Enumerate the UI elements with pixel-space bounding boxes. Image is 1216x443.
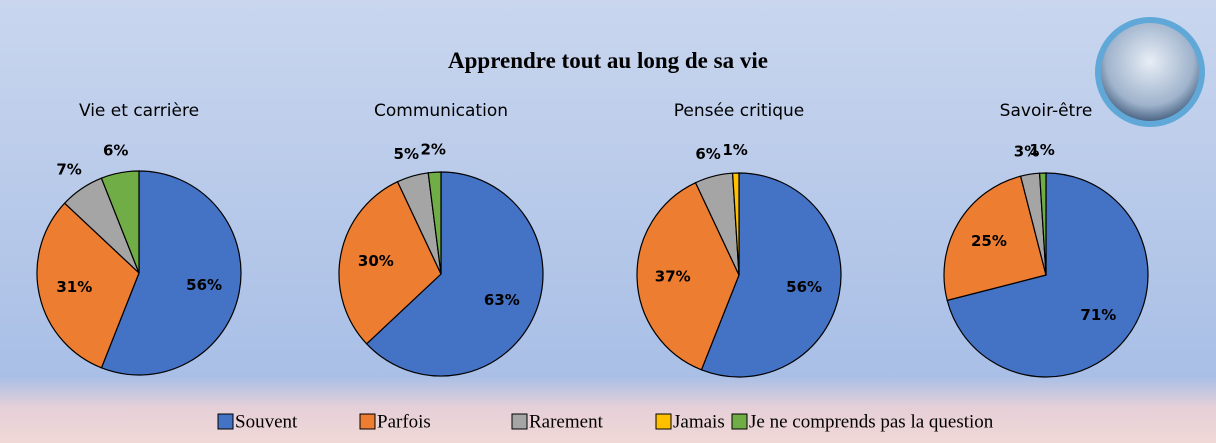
legend-swatch bbox=[731, 413, 748, 430]
legend-swatch bbox=[217, 413, 234, 430]
chart-title: Apprendre tout au long de sa vie bbox=[448, 48, 768, 73]
pie-slice bbox=[338, 180, 442, 345]
pie-slice bbox=[946, 172, 1149, 378]
data-label: 6% bbox=[103, 141, 128, 159]
legend-label: Rarement bbox=[529, 411, 604, 432]
legend-label: Jamais bbox=[673, 411, 725, 432]
data-label: 1% bbox=[722, 141, 747, 159]
legend: Souvent Parfois Rarement Jamais Je ne compre… bbox=[217, 411, 994, 432]
data-label: 5% bbox=[394, 145, 419, 163]
legend-label: Parfois bbox=[377, 411, 431, 432]
legend-label: Souvent bbox=[235, 411, 298, 432]
legend-label: Je ne comprends pas la question bbox=[749, 411, 994, 432]
pie-slice bbox=[700, 172, 842, 378]
pie-slice bbox=[1038, 172, 1047, 276]
data-label: 56% bbox=[786, 278, 822, 296]
legend-swatch bbox=[359, 413, 376, 430]
pie-slice bbox=[943, 175, 1047, 302]
data-label: 31% bbox=[56, 278, 92, 296]
data-label: 6% bbox=[695, 145, 720, 163]
pie-title: Vie et carrière bbox=[79, 101, 199, 121]
data-label: 37% bbox=[655, 268, 691, 286]
legend-swatch bbox=[655, 413, 672, 430]
data-label: 63% bbox=[484, 291, 520, 309]
data-label: 25% bbox=[971, 232, 1007, 250]
pie-slice bbox=[731, 172, 740, 276]
data-label: 56% bbox=[186, 276, 222, 294]
data-label: 2% bbox=[420, 140, 445, 158]
pie-slice bbox=[636, 181, 740, 371]
pie-slice bbox=[36, 202, 140, 369]
pie-title: Savoir-être bbox=[1000, 101, 1093, 121]
data-label: 7% bbox=[56, 161, 81, 179]
pie-slice bbox=[427, 171, 442, 275]
pie-title: Pensée critique bbox=[674, 101, 805, 121]
pie-slice bbox=[100, 170, 140, 274]
data-label: 71% bbox=[1080, 306, 1116, 324]
data-label: 30% bbox=[358, 252, 394, 270]
pie-title: Communication bbox=[374, 101, 508, 121]
data-label: 3% bbox=[1014, 143, 1039, 161]
pie-slice bbox=[365, 171, 544, 377]
pie-slice bbox=[100, 170, 242, 376]
graduation-image bbox=[1095, 17, 1205, 127]
pies: Vie et carrière 56% 31% 7% 6% Communication 63… bbox=[36, 101, 1149, 378]
data-label: 1% bbox=[1029, 141, 1054, 159]
legend-swatch bbox=[511, 413, 528, 430]
